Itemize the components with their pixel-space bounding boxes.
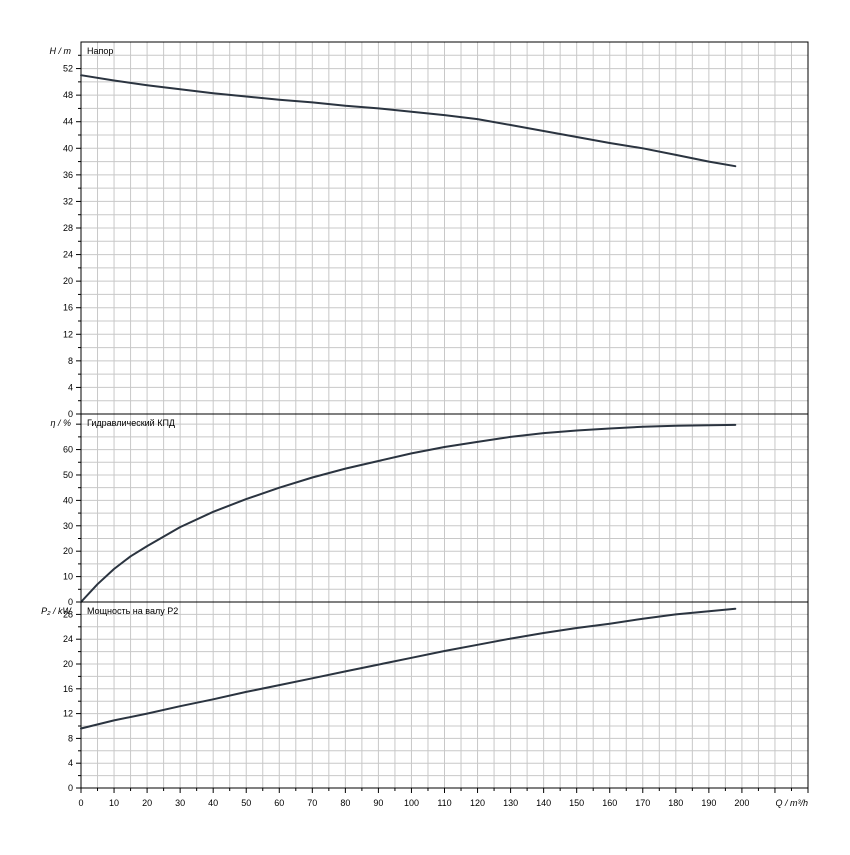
y-tick-label: 0: [68, 783, 73, 793]
series-line: [80, 607, 737, 730]
y-tick-label: 0: [68, 409, 73, 419]
y-axis-label: P₂ / kW: [41, 606, 72, 616]
y-tick-label: 32: [63, 196, 73, 206]
y-tick-label: 20: [63, 276, 73, 286]
y-axis-label: η / %: [50, 418, 71, 428]
y-tick-label: 52: [63, 64, 73, 74]
x-tick-label: 200: [734, 798, 749, 808]
x-tick-label: 110: [437, 798, 451, 808]
y-tick-label: 44: [63, 117, 73, 127]
series-line: [80, 423, 737, 603]
x-tick-label: 50: [241, 798, 251, 808]
x-tick-label: 90: [373, 798, 383, 808]
y-tick-label: 36: [63, 170, 73, 180]
x-tick-label: 20: [142, 798, 152, 808]
y-tick-label: 60: [63, 445, 73, 455]
y-tick-label: 8: [68, 733, 73, 743]
y-tick-label: 28: [63, 223, 73, 233]
y-tick-label: 8: [68, 356, 73, 366]
y-tick-label: 24: [63, 250, 73, 260]
x-axis-label: Q / m³/h: [775, 798, 808, 808]
x-tick-label: 150: [569, 798, 584, 808]
x-tick-label: 140: [536, 798, 551, 808]
y-tick-label: 40: [63, 495, 73, 505]
x-tick-label: 190: [701, 798, 716, 808]
x-tick-label: 70: [307, 798, 317, 808]
y-tick-label: 48: [63, 90, 73, 100]
series-line: [80, 74, 737, 168]
x-tick-label: 40: [208, 798, 218, 808]
x-tick-label: 130: [503, 798, 518, 808]
panel-title: Мощность на валу P2: [87, 606, 178, 616]
y-tick-label: 20: [63, 546, 73, 556]
y-tick-label: 10: [63, 572, 73, 582]
chart-panel-3: [76, 601, 809, 793]
x-tick-label: 80: [340, 798, 350, 808]
y-tick-label: 0: [68, 597, 73, 607]
y-tick-label: 4: [68, 382, 73, 392]
y-tick-label: 30: [63, 521, 73, 531]
y-tick-label: 12: [63, 329, 73, 339]
x-tick-label: 60: [274, 798, 284, 808]
y-tick-label: 28: [63, 609, 73, 619]
y-tick-label: 50: [63, 470, 73, 480]
x-tick-label: 120: [470, 798, 485, 808]
y-tick-label: 16: [63, 303, 73, 313]
chart-panel-2: [76, 413, 809, 603]
x-tick-label: 160: [602, 798, 617, 808]
x-tick-label: 10: [109, 798, 119, 808]
x-tick-label: 100: [404, 798, 419, 808]
chart-panel-1: [76, 41, 809, 415]
x-tick-label: 180: [668, 798, 683, 808]
y-tick-label: 40: [63, 143, 73, 153]
x-tick-label: 0: [78, 798, 83, 808]
y-tick-label: 20: [63, 659, 73, 669]
x-tick-label: 170: [635, 798, 650, 808]
y-tick-label: 16: [63, 684, 73, 694]
y-tick-label: 12: [63, 709, 73, 719]
x-tick-label: 30: [175, 798, 185, 808]
panel-title: Гидравлический КПД: [87, 418, 175, 428]
y-axis-label: H / m: [50, 46, 72, 56]
panel-title: Напор: [87, 46, 113, 56]
y-tick-label: 4: [68, 758, 73, 768]
y-tick-label: 24: [63, 634, 73, 644]
